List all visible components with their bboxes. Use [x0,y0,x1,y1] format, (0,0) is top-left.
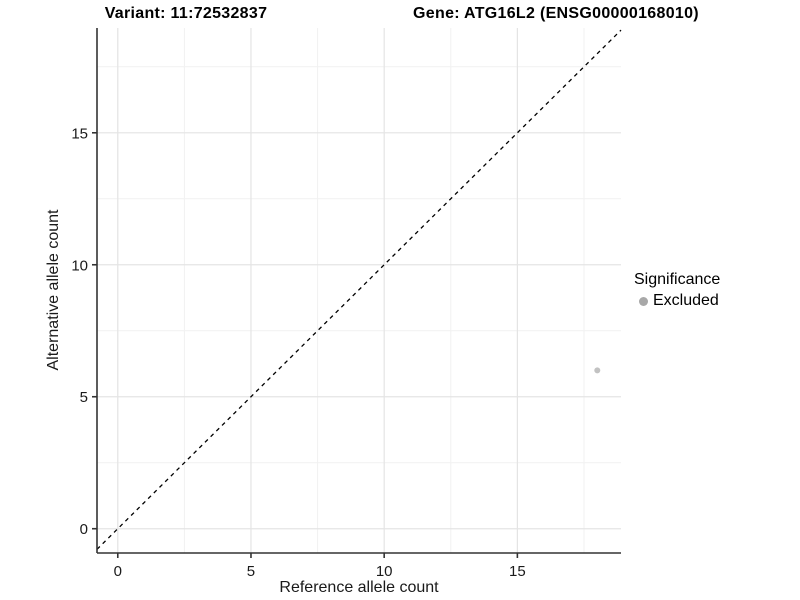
legend-item-label: Excluded [653,292,719,309]
x-axis-title: Reference allele count [279,579,439,596]
svg-text:10: 10 [71,257,88,274]
svg-text:10: 10 [376,563,393,580]
plot-title-variant: Variant: 11:72532837 [104,5,268,22]
legend-item-excluded: Excluded [634,292,720,310]
y-axis-title: Alternative allele count [45,209,62,371]
svg-text:0: 0 [114,563,122,580]
svg-text:15: 15 [509,563,526,580]
plot-title-gene: Gene: ATG16L2 (ENSG00000168010) [413,5,699,22]
legend: Significance Excluded [634,271,720,310]
svg-text:5: 5 [247,563,255,580]
svg-text:15: 15 [71,125,88,142]
legend-title: Significance [634,271,721,288]
legend-key-dot [639,296,648,306]
svg-text:5: 5 [80,389,88,406]
svg-text:0: 0 [80,521,88,538]
